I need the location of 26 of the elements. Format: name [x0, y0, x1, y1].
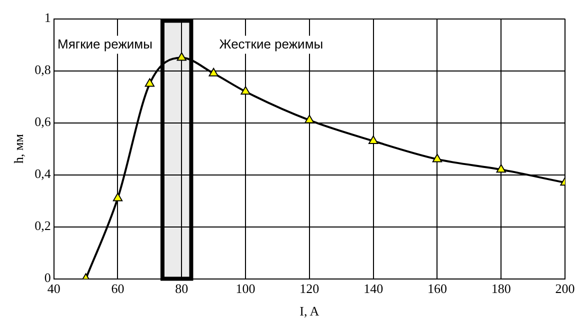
annotation: Мягкие режимы: [58, 36, 152, 52]
y-tick-label: 0,6: [34, 114, 52, 130]
y-tick-label: 0,8: [34, 62, 51, 78]
y-tick-label: 0,2: [34, 218, 51, 234]
x-tick-label: 140: [364, 281, 384, 296]
point: [176, 52, 186, 61]
y-axis-title: h, мм: [11, 134, 26, 164]
x-tick-label: 60: [111, 281, 124, 296]
x-tick-label: 180: [491, 281, 511, 296]
x-tick-label: 100: [236, 281, 256, 296]
point: [432, 154, 442, 162]
point: [368, 136, 378, 144]
y-tick-label: 0,4: [34, 166, 52, 182]
point: [240, 86, 250, 95]
y-tick-label: 1: [44, 10, 51, 26]
x-tick-label: 200: [555, 281, 575, 296]
point: [112, 192, 123, 202]
point: [304, 114, 314, 124]
point: [496, 164, 506, 173]
x-tick-label: 160: [427, 281, 447, 296]
point: [208, 68, 218, 76]
x-tick-label: 80: [175, 281, 188, 296]
point: [144, 78, 155, 87]
x-axis-title: I, A: [300, 304, 320, 319]
annotation: Жесткие режимы: [219, 36, 324, 52]
x-tick-label: 120: [300, 281, 320, 296]
